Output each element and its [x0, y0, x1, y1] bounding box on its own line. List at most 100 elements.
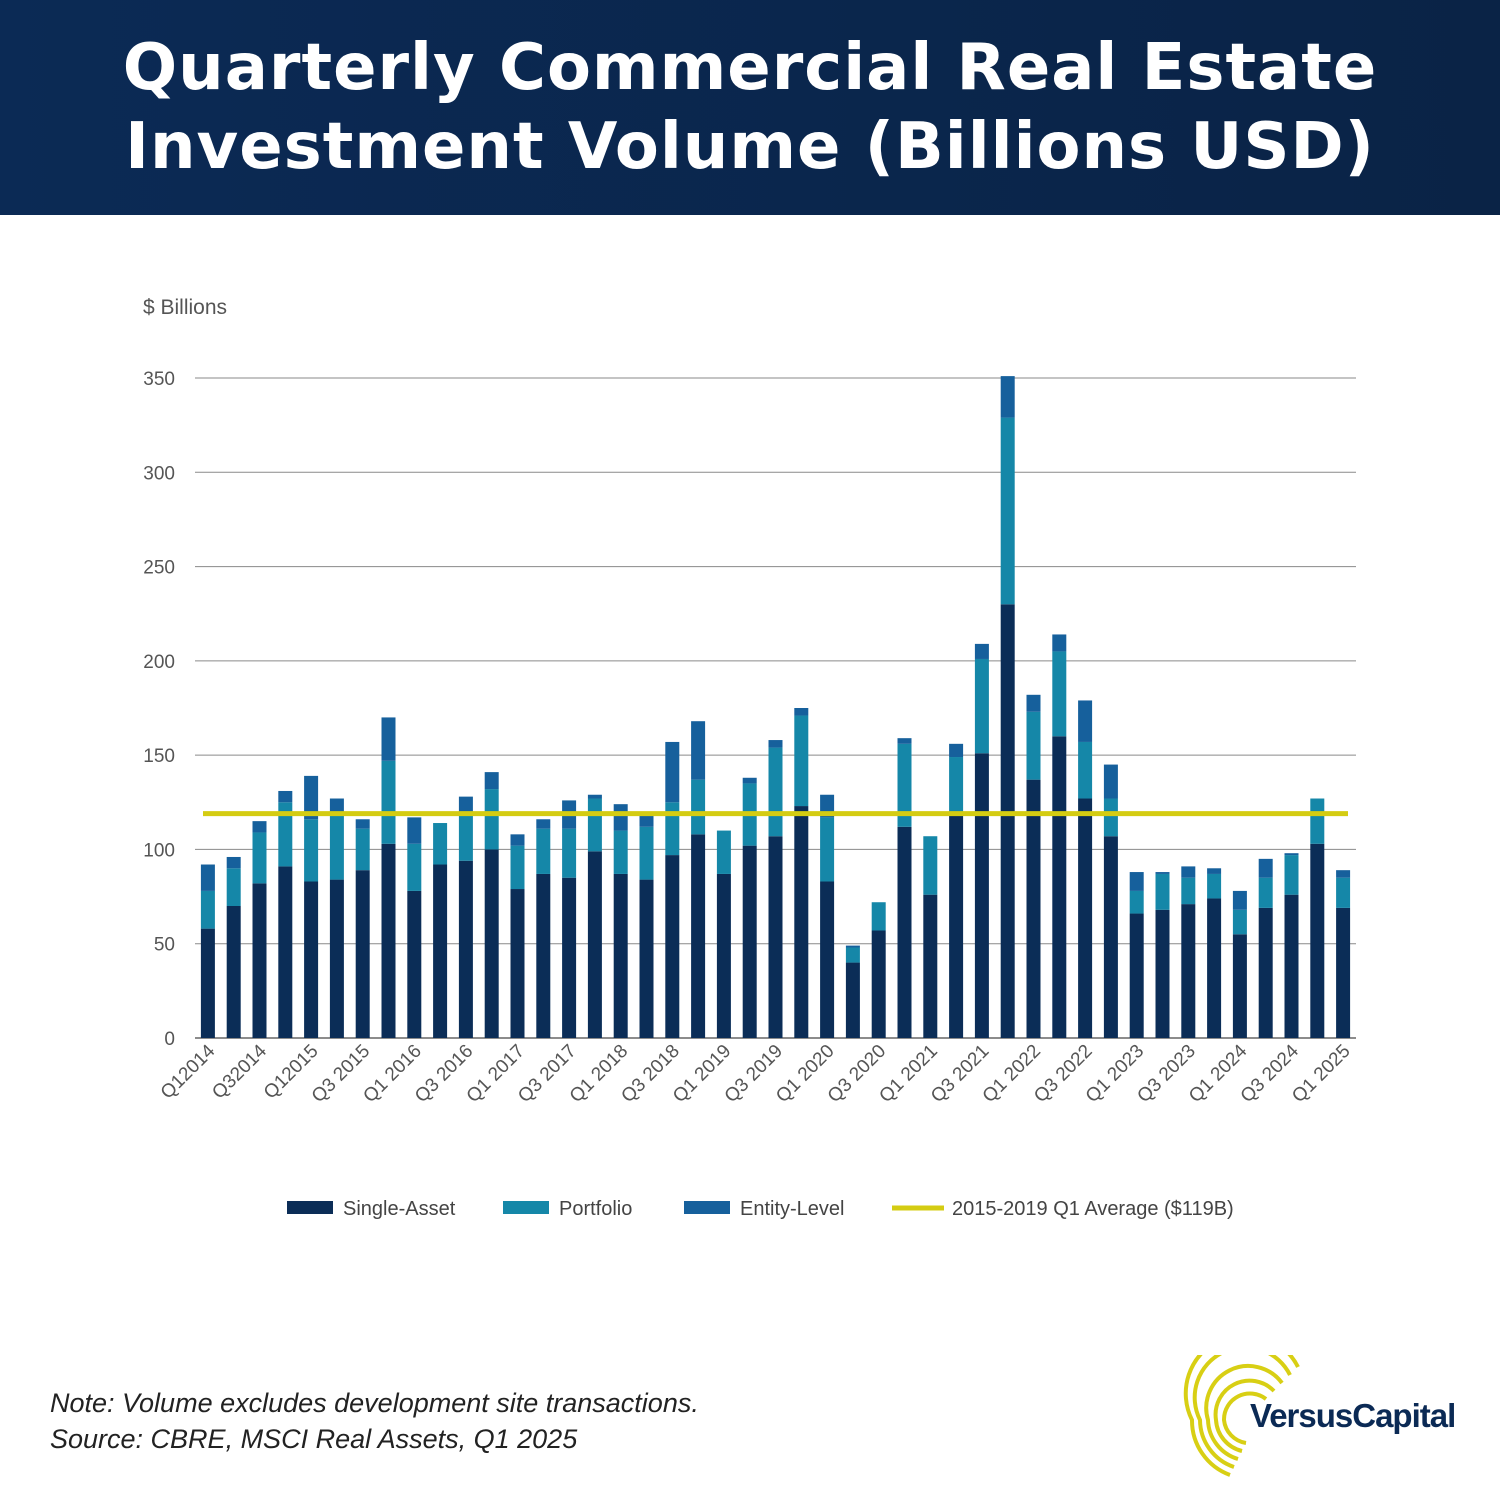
legend-label-2: Entity-Level — [740, 1198, 845, 1220]
bar-portfolio-35 — [1103, 798, 1118, 837]
bar-portfolio-39 — [1207, 873, 1222, 899]
bar-single-asset-38 — [1181, 904, 1196, 1038]
bar-entity-level-35 — [1103, 764, 1118, 799]
bar-single-asset-39 — [1207, 898, 1222, 1038]
bar-single-asset-25 — [845, 962, 860, 1038]
y-tick-label: 200 — [143, 652, 175, 673]
bar-portfolio-5 — [329, 811, 344, 880]
y-unit-label: $ Billions — [143, 296, 227, 319]
bar-entity-level-23 — [794, 708, 809, 716]
bar-portfolio-17 — [639, 826, 654, 880]
bar-portfolio-23 — [794, 715, 809, 807]
title-line-2: Investment Volume (Billions USD) — [125, 109, 1375, 184]
bar-portfolio-37 — [1155, 873, 1170, 910]
bar-portfolio-18 — [665, 802, 680, 856]
x-tick-label: Q32014 — [208, 1040, 271, 1103]
bar-portfolio-20 — [716, 830, 731, 874]
bar-single-asset-17 — [639, 879, 654, 1038]
bar-portfolio-30 — [974, 658, 989, 754]
bar-portfolio-32 — [1026, 711, 1041, 780]
footnote: Note: Volume excludes development site t… — [50, 1385, 699, 1458]
bar-single-asset-8 — [407, 890, 422, 1038]
bar-portfolio-7 — [381, 760, 396, 844]
bar-single-asset-0 — [200, 928, 215, 1038]
bar-entity-level-8 — [407, 817, 422, 844]
y-tick-label: 350 — [143, 369, 175, 390]
bar-single-asset-36 — [1129, 913, 1144, 1038]
bar-portfolio-15 — [587, 798, 602, 852]
bar-single-asset-11 — [484, 849, 499, 1038]
bar-single-asset-12 — [510, 889, 525, 1038]
bar-single-asset-31 — [1000, 604, 1015, 1038]
bar-portfolio-16 — [613, 830, 628, 874]
bar-single-asset-15 — [587, 851, 602, 1038]
bar-portfolio-6 — [355, 828, 370, 871]
bar-single-asset-44 — [1336, 907, 1351, 1038]
bar-portfolio-12 — [510, 845, 525, 890]
bar-single-asset-29 — [949, 815, 964, 1038]
bar-portfolio-40 — [1232, 909, 1247, 935]
stacked-bar-chart: $ Billions050100150200250300350Q12014Q32… — [143, 296, 1356, 1220]
bar-entity-level-11 — [484, 772, 499, 790]
bar-entity-level-21 — [742, 777, 757, 784]
bar-single-asset-6 — [355, 870, 370, 1038]
bar-portfolio-13 — [536, 828, 551, 874]
bar-single-asset-1 — [226, 906, 241, 1038]
source-text: Source: CBRE, MSCI Real Assets, Q1 2025 — [50, 1424, 578, 1455]
bar-single-asset-23 — [794, 806, 809, 1038]
bar-entity-level-5 — [329, 798, 344, 812]
bar-entity-level-34 — [1078, 700, 1093, 742]
bar-entity-level-15 — [587, 794, 602, 799]
bar-single-asset-5 — [329, 879, 344, 1038]
bar-single-asset-41 — [1258, 907, 1273, 1038]
bar-single-asset-24 — [820, 881, 835, 1038]
bar-portfolio-19 — [691, 779, 706, 835]
bar-single-asset-32 — [1026, 779, 1041, 1038]
bar-entity-level-25 — [845, 945, 860, 948]
bar-single-asset-34 — [1078, 798, 1093, 1038]
bar-single-asset-13 — [536, 873, 551, 1038]
bar-portfolio-31 — [1000, 417, 1015, 605]
bar-entity-level-19 — [691, 721, 706, 780]
legend-label-3: 2015-2019 Q1 Average ($119B) — [952, 1198, 1234, 1220]
bar-portfolio-3 — [278, 802, 293, 867]
bar-portfolio-10 — [458, 811, 473, 861]
bar-single-asset-19 — [691, 834, 706, 1038]
bar-portfolio-36 — [1129, 890, 1144, 914]
bar-entity-level-36 — [1129, 872, 1144, 891]
bar-single-asset-28 — [923, 894, 938, 1038]
bar-portfolio-2 — [252, 832, 267, 884]
bar-portfolio-1 — [226, 868, 241, 906]
bar-single-asset-30 — [974, 753, 989, 1038]
bar-portfolio-44 — [1336, 877, 1351, 908]
bar-single-asset-40 — [1232, 934, 1247, 1038]
bar-single-asset-3 — [278, 866, 293, 1038]
bar-portfolio-38 — [1181, 877, 1196, 905]
bar-single-asset-14 — [562, 877, 577, 1038]
bar-entity-level-16 — [613, 804, 628, 831]
bar-portfolio-43 — [1310, 798, 1325, 844]
bar-single-asset-4 — [304, 881, 319, 1038]
bar-single-asset-37 — [1155, 909, 1170, 1038]
bar-entity-level-40 — [1232, 890, 1247, 910]
legend-swatch-1 — [503, 1201, 549, 1214]
bar-entity-level-2 — [252, 821, 267, 833]
bar-single-asset-26 — [871, 930, 886, 1038]
y-tick-label: 0 — [164, 1029, 175, 1050]
bar-entity-level-38 — [1181, 866, 1196, 878]
bar-entity-level-27 — [897, 738, 912, 744]
header-banner: Quarterly Commercial Real Estate Investm… — [0, 0, 1500, 215]
bar-entity-level-33 — [1052, 634, 1067, 652]
y-tick-label: 50 — [154, 935, 175, 956]
bar-entity-level-30 — [974, 643, 989, 659]
bar-single-asset-10 — [458, 860, 473, 1038]
bar-single-asset-43 — [1310, 843, 1325, 1038]
bar-portfolio-33 — [1052, 651, 1067, 737]
bar-portfolio-9 — [433, 823, 448, 865]
bar-portfolio-11 — [484, 789, 499, 850]
page-title: Quarterly Commercial Real Estate Investm… — [50, 29, 1450, 185]
bar-portfolio-27 — [897, 743, 912, 827]
bar-entity-level-12 — [510, 834, 525, 846]
bar-entity-level-1 — [226, 856, 241, 869]
bar-entity-level-37 — [1155, 872, 1170, 874]
